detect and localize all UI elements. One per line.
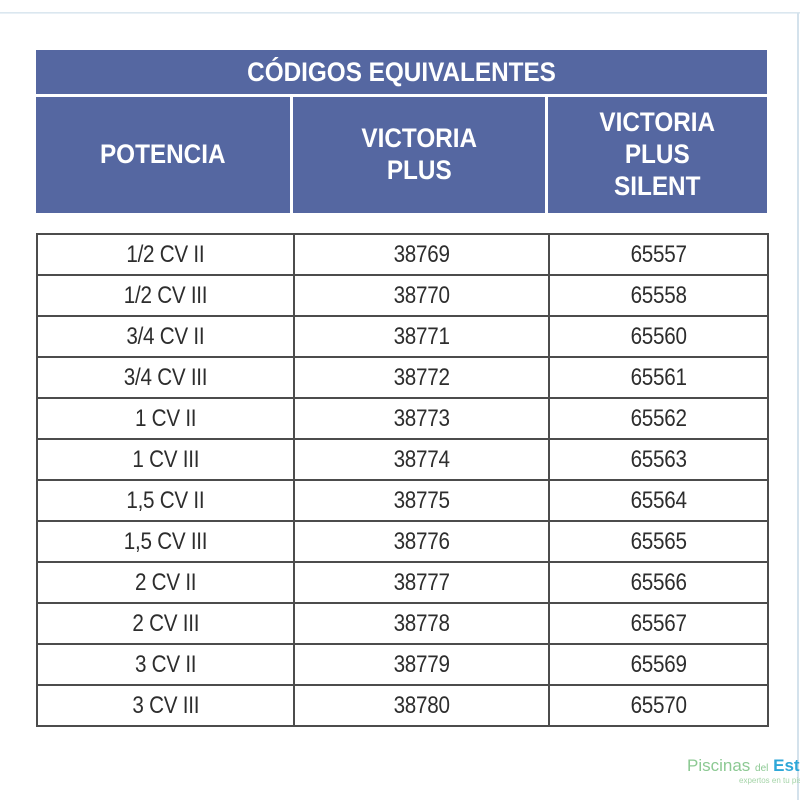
cell-potencia: 3 CV III [36, 684, 295, 727]
cell-potencia: 1/2 CV III [36, 274, 295, 317]
cell-victoria-plus-silent: 65563 [548, 438, 769, 481]
cell-potencia: 1/2 CV II [36, 233, 295, 276]
cell-potencia: 1,5 CV II [36, 479, 295, 522]
cell-victoria-plus-silent: 65567 [548, 602, 769, 645]
cell-victoria-plus: 38779 [293, 643, 550, 686]
table-row: 1/2 CV II 38769 65557 [36, 233, 769, 276]
cell-victoria-plus: 38777 [293, 561, 550, 604]
cell-potencia: 2 CV II [36, 561, 295, 604]
cell-victoria-plus: 38772 [293, 356, 550, 399]
cell-potencia: 1,5 CV III [36, 520, 295, 563]
cell-victoria-plus-silent: 65557 [548, 233, 769, 276]
cell-victoria-plus: 38780 [293, 684, 550, 727]
table-title-text: CÓDIGOS EQUIVALENTES [247, 56, 556, 87]
cell-victoria-plus: 38778 [293, 602, 550, 645]
cell-potencia: 2 CV III [36, 602, 295, 645]
viewport-top-rule [0, 12, 800, 14]
column-header-potencia: POTENCIA [36, 97, 290, 213]
logo-brand-line: Piscinas del Estrêcho [687, 757, 800, 777]
column-header-victoria-plus-label: VICTORIA PLUS [361, 123, 477, 185]
cell-victoria-plus-silent: 65560 [548, 315, 769, 358]
piscinas-del-estrecho-logo: Piscinas del Estrêcho expertos en tu pis… [687, 757, 800, 785]
table-row: 2 CV III 38778 65567 [36, 602, 769, 645]
cell-victoria-plus-silent: 65565 [548, 520, 769, 563]
cell-victoria-plus: 38776 [293, 520, 550, 563]
column-header-victoria-plus-silent-label: VICTORIA PLUS SILENT [599, 107, 716, 201]
cell-victoria-plus-silent: 65561 [548, 356, 769, 399]
viewport-right-rule [797, 13, 799, 800]
logo-text-piscinas: Piscinas [687, 756, 751, 775]
cell-potencia: 1 CV II [36, 397, 295, 440]
table-row: 2 CV II 38777 65566 [36, 561, 769, 604]
table-row: 3/4 CV II 38771 65560 [36, 315, 769, 358]
cell-victoria-plus-silent: 65566 [548, 561, 769, 604]
cell-potencia: 3 CV II [36, 643, 295, 686]
cell-potencia: 1 CV III [36, 438, 295, 481]
cell-victoria-plus: 38775 [293, 479, 550, 522]
cell-victoria-plus: 38771 [293, 315, 550, 358]
logo-text-del: del [755, 763, 769, 774]
cell-victoria-plus-silent: 65564 [548, 479, 769, 522]
logo-tagline: expertos en tu piscina [739, 776, 800, 785]
column-header-potencia-label: POTENCIA [100, 139, 226, 170]
equivalence-codes-table: CÓDIGOS EQUIVALENTES POTENCIA VICTORIA P… [36, 50, 769, 727]
table-row: 1/2 CV III 38770 65558 [36, 274, 769, 317]
cell-victoria-plus: 38770 [293, 274, 550, 317]
column-header-victoria-plus: VICTORIA PLUS [293, 97, 545, 213]
cell-victoria-plus-silent: 65569 [548, 643, 769, 686]
table-row: 1 CV II 38773 65562 [36, 397, 769, 440]
cell-victoria-plus-silent: 65562 [548, 397, 769, 440]
codes-body-table: 1/2 CV II 38769 65557 1/2 CV III 38770 6… [36, 233, 769, 727]
table-row: 1 CV III 38774 65563 [36, 438, 769, 481]
table-row: 3 CV III 38780 65570 [36, 684, 769, 727]
table-header-row: POTENCIA VICTORIA PLUS VICTORIA PLUS SIL… [36, 97, 767, 213]
table-row: 1,5 CV III 38776 65565 [36, 520, 769, 563]
cell-potencia: 3/4 CV III [36, 356, 295, 399]
cell-victoria-plus: 38769 [293, 233, 550, 276]
table-row: 1,5 CV II 38775 65564 [36, 479, 769, 522]
cell-victoria-plus-silent: 65558 [548, 274, 769, 317]
cell-victoria-plus: 38773 [293, 397, 550, 440]
table-title: CÓDIGOS EQUIVALENTES [36, 50, 767, 94]
logo-text-estrecho: Estrêcho [773, 756, 800, 775]
column-header-victoria-plus-silent: VICTORIA PLUS SILENT [548, 97, 767, 213]
cell-victoria-plus-silent: 65570 [548, 684, 769, 727]
cell-potencia: 3/4 CV II [36, 315, 295, 358]
table-row: 3 CV II 38779 65569 [36, 643, 769, 686]
cell-victoria-plus: 38774 [293, 438, 550, 481]
table-row: 3/4 CV III 38772 65561 [36, 356, 769, 399]
